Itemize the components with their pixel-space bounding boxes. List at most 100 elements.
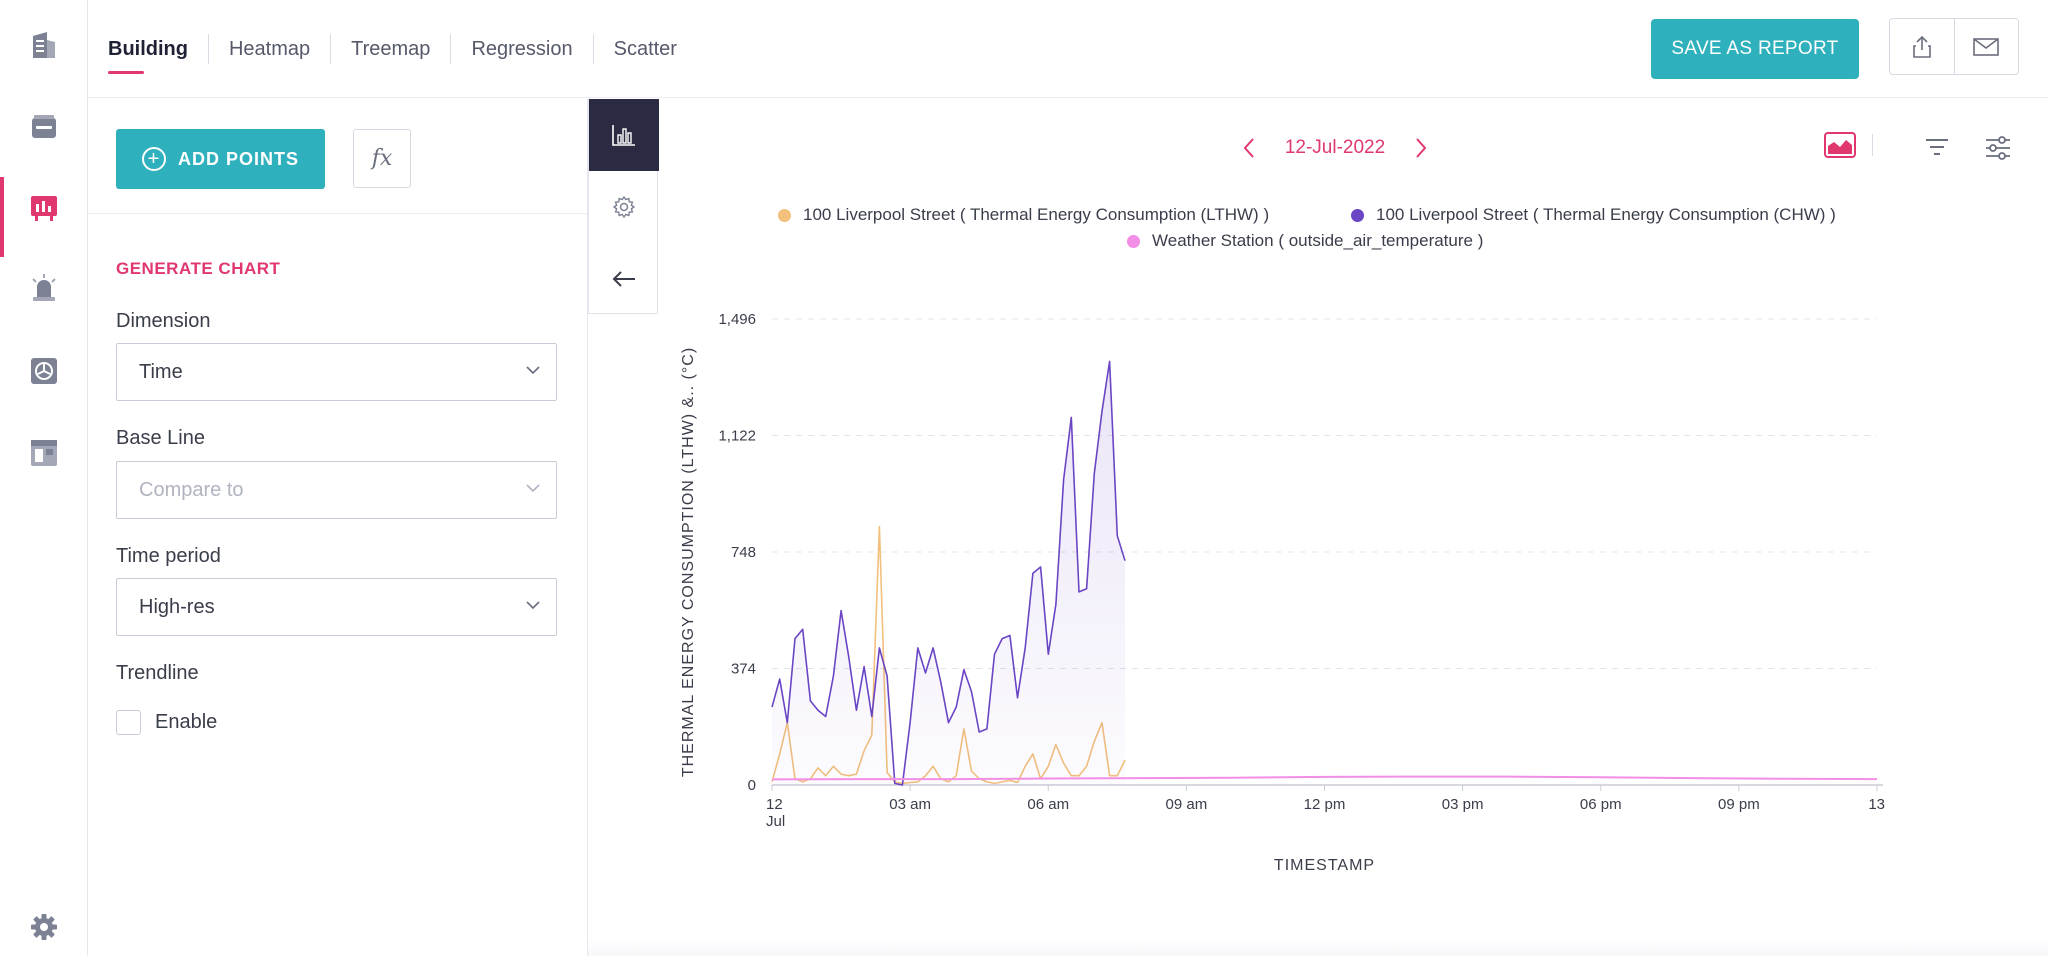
- left-rail: [0, 0, 88, 956]
- legend-item-lthw[interactable]: 100 Liverpool Street ( Thermal Energy Co…: [778, 205, 1269, 225]
- chevron-down-icon: [526, 484, 540, 493]
- toolbar-divider: [1872, 134, 1873, 156]
- y-axis-title: THERMAL ENERGY CONSUMPTION (LTHW) &.. (°…: [680, 347, 697, 777]
- share-actions: [1889, 18, 2019, 75]
- legend-item-chw[interactable]: 100 Liverpool Street ( Thermal Energy Co…: [1351, 205, 1836, 225]
- baseline-select[interactable]: Compare to: [116, 461, 557, 519]
- tab-building[interactable]: Building: [108, 34, 208, 74]
- trendline-enable[interactable]: Enable: [116, 710, 217, 735]
- y-tick-label: 0: [748, 777, 756, 794]
- alarm-icon: [32, 274, 56, 301]
- save-as-report-button[interactable]: SAVE AS REPORT: [1651, 19, 1859, 79]
- dimension-select[interactable]: Time: [116, 343, 557, 401]
- rail-item-settings[interactable]: [0, 897, 88, 957]
- inbox-icon: [32, 115, 56, 138]
- time-period-label: Time period: [116, 545, 221, 567]
- dimension-label: Dimension: [116, 310, 211, 332]
- rail-item-analytics[interactable]: [0, 177, 88, 257]
- chart-options-button[interactable]: [1985, 135, 2011, 161]
- y-tick-label: 374: [731, 661, 756, 678]
- analytics-board-icon: [31, 196, 57, 221]
- x-axis-title: TIMESTAMP: [1274, 857, 1375, 874]
- x-tick-label: 03 pm: [1442, 796, 1484, 813]
- tab-heatmap[interactable]: Heatmap: [207, 34, 330, 64]
- chevron-left-icon: [1243, 138, 1254, 158]
- series-area-chw: [772, 361, 1125, 785]
- x-tick-label: 06 am: [1027, 796, 1069, 813]
- chart-side-toolbar: [588, 99, 659, 315]
- x-tick-label: 03 am: [889, 796, 931, 813]
- x-tick-label: 09 am: [1166, 796, 1208, 813]
- bar-chart-icon: [612, 125, 635, 146]
- add-points-button[interactable]: + ADD POINTS: [116, 129, 325, 189]
- email-button[interactable]: [1953, 19, 2019, 74]
- series-line-weather-station-outside-air-temperature: [771, 775, 1878, 781]
- legend-swatch: [1127, 234, 1140, 248]
- collapse-panel-button[interactable]: [589, 243, 659, 315]
- chart-view-button[interactable]: [589, 99, 659, 171]
- chart-settings-button[interactable]: [589, 171, 659, 243]
- x-tick-label: 06 pm: [1580, 796, 1622, 813]
- settings-cog-icon: [612, 195, 636, 219]
- tab-treemap[interactable]: Treemap: [330, 34, 450, 64]
- baseline-label: Base Line: [116, 427, 205, 449]
- section-title: GENERATE CHART: [116, 259, 281, 278]
- arrow-left-icon: [612, 271, 635, 287]
- rail-item-hvac[interactable]: [0, 341, 88, 401]
- filter-lines-icon: [1926, 139, 1948, 155]
- panel-toolbar: + ADD POINTS fx: [88, 99, 587, 214]
- chart-config-panel: + ADD POINTS fx GENERATE CHART Dimension…: [88, 99, 588, 956]
- filter-button[interactable]: [1925, 137, 1949, 157]
- date-navigator: 12-Jul-2022: [1235, 137, 1435, 159]
- trendline-label: Trendline: [116, 662, 199, 684]
- rail-item-dashboard[interactable]: [0, 423, 88, 483]
- share-button[interactable]: [1890, 19, 1954, 74]
- legend-swatch: [1351, 208, 1364, 222]
- chevron-right-icon: [1416, 138, 1427, 158]
- legend-label: 100 Liverpool Street ( Thermal Energy Co…: [803, 205, 1270, 224]
- hvac-fan-icon: [31, 358, 57, 384]
- x-tick-label: 09 pm: [1718, 796, 1760, 813]
- legend-swatch: [778, 208, 791, 222]
- x-tick-label: 12: [766, 796, 783, 813]
- building-icon: [33, 32, 55, 58]
- next-date-button[interactable]: [1415, 137, 1427, 159]
- x-tick-label: 13: [1868, 796, 1885, 813]
- previous-date-button[interactable]: [1243, 137, 1255, 159]
- page-footer-shade: [588, 938, 2048, 956]
- legend-label: Weather Station ( outside_air_temperatur…: [1152, 231, 1484, 250]
- legend-label: 100 Liverpool Street ( Thermal Energy Co…: [1376, 205, 1836, 224]
- time-period-select[interactable]: High-res: [116, 578, 557, 636]
- y-tick-label: 1,496: [718, 311, 756, 328]
- tab-scatter[interactable]: Scatter: [592, 34, 697, 64]
- sliders-icon: [1986, 136, 2010, 160]
- formula-button[interactable]: fx: [353, 129, 411, 188]
- area-chart-toggle[interactable]: [1824, 132, 1856, 158]
- y-tick-label: 748: [731, 544, 756, 561]
- trendline-checkbox-label: Enable: [155, 711, 218, 733]
- dashboard-window-icon: [31, 440, 57, 466]
- rail-item-alarms[interactable]: [0, 258, 88, 318]
- tab-regression[interactable]: Regression: [450, 34, 592, 64]
- gear-icon: [31, 914, 57, 940]
- rail-item-inbox[interactable]: [0, 97, 88, 157]
- dimension-value: Time: [139, 360, 183, 383]
- series-line-100-liverpool-street-thermal-energy-consumption-chw: [771, 360, 1126, 786]
- legend-item-temperature[interactable]: Weather Station ( outside_air_temperatur…: [1127, 231, 1483, 251]
- chevron-down-icon: [526, 366, 540, 375]
- top-bar: Building Heatmap Treemap Regression Scat…: [88, 0, 2048, 98]
- share-icon: [1912, 35, 1931, 58]
- plus-circle-icon: +: [141, 147, 166, 171]
- add-points-label: ADD POINTS: [177, 148, 299, 169]
- chevron-down-icon: [526, 601, 540, 610]
- trendline-checkbox[interactable]: [116, 710, 141, 735]
- area-chart-icon: [1824, 132, 1856, 158]
- x-tick-label: 12 pm: [1304, 796, 1346, 813]
- chart-type-tabs: Building Heatmap Treemap Regression Scat…: [108, 34, 697, 74]
- y-tick-label: 1,122: [718, 428, 756, 445]
- baseline-placeholder: Compare to: [139, 478, 244, 501]
- mail-icon: [1973, 37, 2000, 56]
- rail-item-building[interactable]: [0, 15, 88, 75]
- x-tick-sublabel: Jul: [766, 813, 785, 830]
